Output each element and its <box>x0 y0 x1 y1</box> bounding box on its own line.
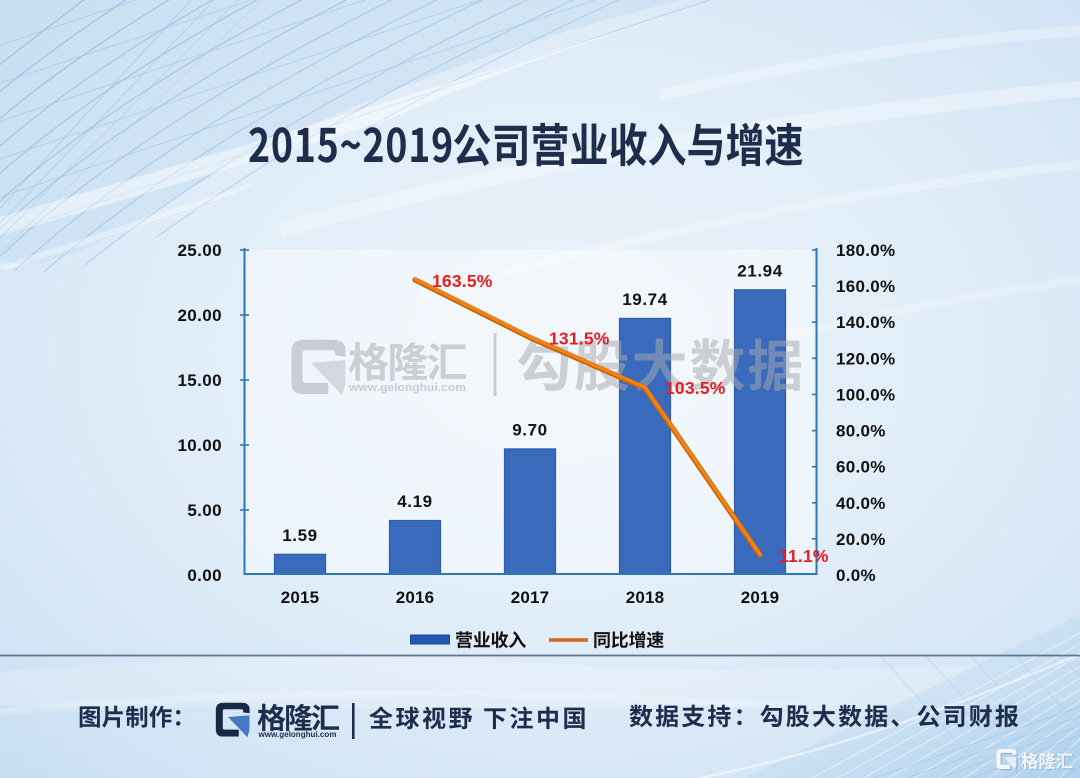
svg-text:2015: 2015 <box>281 588 320 607</box>
svg-text:20.00: 20.00 <box>177 306 222 325</box>
svg-text:11.1%: 11.1% <box>779 546 829 566</box>
svg-text:160.0%: 160.0% <box>836 277 895 296</box>
svg-text:80.0%: 80.0% <box>836 422 886 441</box>
svg-text:19.74: 19.74 <box>622 290 668 309</box>
svg-text:www.gelonghui.com: www.gelonghui.com <box>258 729 337 739</box>
svg-text:0.00: 0.00 <box>187 566 222 585</box>
svg-text:140.0%: 140.0% <box>836 313 895 332</box>
svg-text:0.0%: 0.0% <box>836 566 876 585</box>
svg-text:www.gelonghui.com: www.gelonghui.com <box>348 382 466 394</box>
svg-text:131.5%: 131.5% <box>549 329 610 349</box>
svg-text:10.00: 10.00 <box>177 436 222 455</box>
svg-text:180.0%: 180.0% <box>836 241 895 260</box>
svg-text:9.70: 9.70 <box>512 420 548 439</box>
svg-text:1.59: 1.59 <box>282 526 318 545</box>
svg-text:21.94: 21.94 <box>737 261 783 280</box>
svg-text:25.00: 25.00 <box>177 241 222 260</box>
svg-text:2019: 2019 <box>741 588 780 607</box>
svg-text:163.5%: 163.5% <box>432 271 493 291</box>
svg-text:103.5%: 103.5% <box>665 378 726 398</box>
svg-text:20.0%: 20.0% <box>836 530 886 549</box>
svg-text:15.00: 15.00 <box>177 371 222 390</box>
svg-text:60.0%: 60.0% <box>836 458 886 477</box>
svg-text:4.19: 4.19 <box>397 492 433 511</box>
svg-text:2017: 2017 <box>511 588 550 607</box>
svg-text:40.0%: 40.0% <box>836 494 886 513</box>
svg-text:2018: 2018 <box>626 588 665 607</box>
svg-text:2016: 2016 <box>396 588 435 607</box>
svg-text:5.00: 5.00 <box>187 501 222 520</box>
svg-text:120.0%: 120.0% <box>836 349 895 368</box>
svg-text:100.0%: 100.0% <box>836 385 895 404</box>
